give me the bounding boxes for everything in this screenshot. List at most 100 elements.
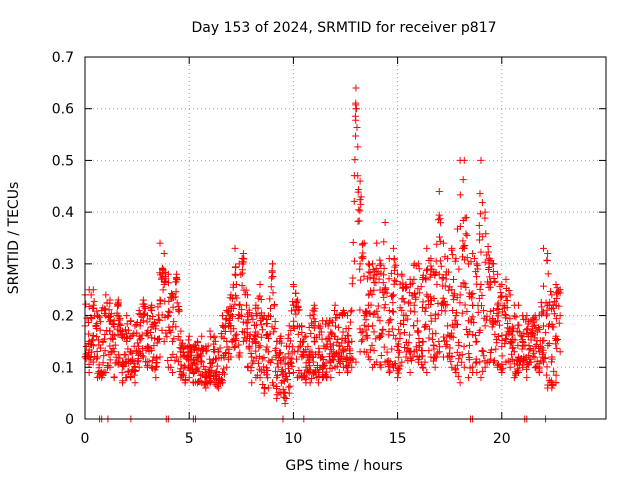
y-tick-label: 0.2 bbox=[52, 309, 74, 325]
data-point bbox=[476, 210, 484, 218]
data-point bbox=[473, 273, 481, 281]
data-point bbox=[267, 304, 275, 312]
data-point bbox=[270, 301, 278, 309]
data-point bbox=[238, 282, 246, 290]
data-point bbox=[532, 364, 540, 372]
data-point bbox=[165, 307, 173, 315]
data-point bbox=[256, 374, 264, 382]
data-point bbox=[432, 310, 440, 318]
data-point bbox=[552, 315, 560, 323]
data-point bbox=[123, 334, 131, 342]
data-point bbox=[548, 291, 556, 299]
data-point bbox=[419, 338, 427, 346]
data-point bbox=[240, 329, 248, 337]
data-point bbox=[89, 342, 97, 350]
data-point bbox=[410, 322, 418, 330]
data-point bbox=[375, 275, 383, 283]
data-point bbox=[363, 348, 371, 356]
data-point bbox=[389, 308, 397, 316]
data-point bbox=[423, 291, 431, 299]
data-point bbox=[430, 341, 438, 349]
x-tick-label: 15 bbox=[389, 431, 407, 447]
data-point bbox=[285, 389, 293, 397]
data-point bbox=[300, 348, 308, 356]
data-point bbox=[419, 298, 427, 306]
data-point bbox=[479, 367, 487, 375]
data-point bbox=[396, 348, 404, 356]
data-point bbox=[482, 230, 490, 238]
data-point bbox=[519, 342, 527, 350]
data-point bbox=[506, 363, 514, 371]
data-point bbox=[369, 265, 377, 273]
chart-title: Day 153 of 2024, SRMTID for receiver p81… bbox=[191, 20, 496, 36]
data-point bbox=[207, 360, 215, 368]
plot-frame bbox=[84, 56, 607, 420]
data-point bbox=[94, 312, 102, 320]
data-point bbox=[352, 358, 360, 366]
data-point bbox=[469, 290, 477, 298]
data-point bbox=[456, 299, 464, 307]
data-point bbox=[320, 355, 328, 363]
data-point bbox=[448, 329, 456, 337]
data-point bbox=[448, 353, 456, 361]
data-point bbox=[535, 348, 543, 356]
data-point bbox=[257, 367, 265, 375]
data-point bbox=[472, 338, 480, 346]
data-point bbox=[101, 347, 109, 355]
data-point bbox=[166, 326, 174, 334]
data-point bbox=[161, 278, 169, 286]
data-point bbox=[88, 315, 96, 323]
data-point bbox=[485, 266, 493, 274]
data-point bbox=[476, 236, 484, 244]
data-point bbox=[310, 301, 318, 309]
data-point bbox=[263, 343, 271, 351]
data-point bbox=[553, 295, 561, 303]
data-point bbox=[411, 308, 419, 316]
data-point bbox=[139, 353, 147, 361]
data-point bbox=[269, 289, 277, 297]
data-point bbox=[226, 303, 234, 311]
data-point bbox=[348, 363, 356, 371]
data-point bbox=[359, 328, 367, 336]
data-point bbox=[444, 255, 452, 263]
data-point bbox=[135, 348, 143, 356]
data-point bbox=[220, 365, 228, 373]
data-point bbox=[476, 190, 484, 198]
data-point bbox=[494, 299, 502, 307]
data-point bbox=[550, 310, 558, 318]
data-point bbox=[228, 295, 236, 303]
data-point bbox=[522, 326, 530, 334]
data-point bbox=[164, 270, 172, 278]
data-point bbox=[220, 323, 228, 331]
data-point bbox=[484, 248, 492, 256]
data-point bbox=[321, 362, 329, 370]
data-point bbox=[101, 331, 109, 339]
data-point bbox=[298, 328, 306, 336]
data-point bbox=[365, 268, 373, 276]
data-point bbox=[542, 329, 550, 337]
data-point bbox=[288, 362, 296, 370]
data-point bbox=[100, 352, 108, 360]
data-points bbox=[81, 84, 564, 423]
data-point bbox=[353, 124, 361, 132]
data-point bbox=[410, 275, 418, 283]
data-point bbox=[481, 322, 489, 330]
data-point bbox=[359, 336, 367, 344]
data-point bbox=[550, 367, 558, 375]
data-point bbox=[378, 330, 386, 338]
data-point bbox=[348, 354, 356, 362]
data-point bbox=[478, 302, 486, 310]
data-point bbox=[128, 356, 136, 364]
data-point bbox=[552, 371, 560, 379]
data-point bbox=[106, 363, 114, 371]
data-point bbox=[219, 312, 227, 320]
data-point bbox=[200, 362, 208, 370]
data-point bbox=[302, 332, 310, 340]
data-point bbox=[123, 320, 131, 328]
data-point bbox=[452, 320, 460, 328]
y-axis-label: SRMTID / TECUs bbox=[6, 182, 22, 295]
data-point bbox=[124, 326, 132, 334]
data-point bbox=[379, 279, 387, 287]
data-point bbox=[385, 275, 393, 283]
